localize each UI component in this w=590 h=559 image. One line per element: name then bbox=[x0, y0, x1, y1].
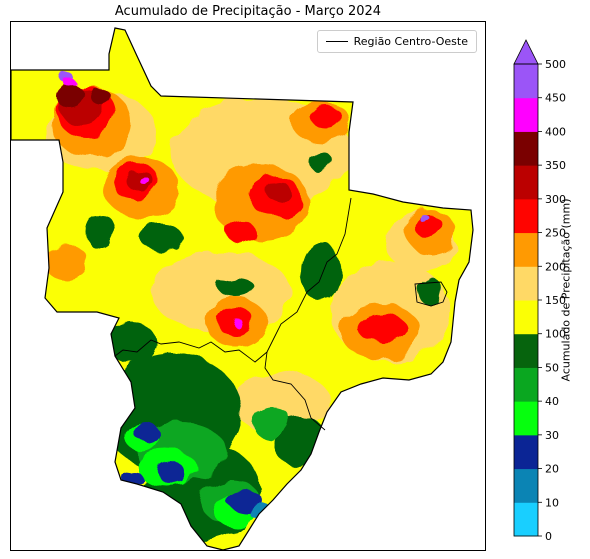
colorbar-tick-label: 400 bbox=[545, 125, 566, 138]
colorbar-segment bbox=[514, 300, 538, 335]
precip-area-dark-green bbox=[86, 214, 116, 250]
colorbar-segment bbox=[514, 232, 538, 267]
ms-go-border bbox=[264, 351, 326, 431]
map-legend: Região Centro-Oeste bbox=[316, 30, 477, 53]
colorbar-tick-label: 40 bbox=[545, 395, 559, 408]
ms-mt-border bbox=[114, 339, 268, 363]
precip-area-dark-green bbox=[106, 322, 156, 362]
colorbar-extend-arrow bbox=[513, 39, 539, 65]
colorbar-segment bbox=[514, 266, 538, 301]
precip-area-dark-green bbox=[419, 278, 443, 306]
colorbar-segment bbox=[514, 165, 538, 200]
state-borders bbox=[114, 197, 448, 431]
precip-area-dark-red bbox=[267, 182, 291, 202]
precip-area-dark-green bbox=[218, 277, 254, 297]
colorbar-tick-label: 50 bbox=[545, 361, 559, 374]
colorbar-segment bbox=[514, 468, 538, 503]
legend-label: Região Centro-Oeste bbox=[353, 35, 468, 48]
chart-title: Acumulado de Precipitação - Março 2024 bbox=[114, 4, 382, 19]
colorbar-tick-label: 20 bbox=[545, 463, 559, 476]
colorbar-segment bbox=[514, 367, 538, 402]
colorbar-tick-label: 300 bbox=[545, 193, 566, 206]
precip-area-dark-green bbox=[301, 242, 341, 302]
precip-area-red bbox=[227, 220, 255, 244]
colorbar-tick-label: 150 bbox=[545, 294, 566, 307]
precip-area-dark-blue bbox=[134, 422, 158, 442]
precip-area-magenta bbox=[234, 320, 244, 328]
precip-area-magenta bbox=[141, 178, 151, 186]
precip-contours bbox=[44, 74, 456, 542]
colorbar-segment bbox=[514, 131, 538, 166]
precip-area-dark-green bbox=[309, 152, 333, 172]
colorbar-tick-label: 500 bbox=[545, 58, 566, 71]
precip-area-red bbox=[356, 313, 406, 341]
region-outline bbox=[11, 27, 474, 550]
colorbar-segment bbox=[514, 401, 538, 436]
colorbar-tick-label: 30 bbox=[545, 429, 559, 442]
colorbar-segment bbox=[514, 64, 538, 99]
colorbar-segment bbox=[514, 97, 538, 132]
colorbar-segment bbox=[514, 502, 538, 537]
mt-go-border bbox=[266, 197, 352, 353]
precip-area-dark-green bbox=[139, 225, 183, 249]
precip-area-purple bbox=[420, 215, 430, 223]
precip-area-green bbox=[251, 406, 291, 438]
df-border bbox=[414, 281, 448, 307]
precip-area-maroon bbox=[57, 85, 85, 109]
colorbar-tick-label: 0 bbox=[545, 530, 552, 543]
colorbar-tick-label: 10 bbox=[545, 496, 559, 509]
colorbar-tick-label: 350 bbox=[545, 159, 566, 172]
precip-area-dark-blue bbox=[157, 462, 185, 482]
colorbar-tick-label: 200 bbox=[545, 260, 566, 273]
colorbar-tick-label: 100 bbox=[545, 328, 566, 341]
precip-area-orange bbox=[44, 244, 88, 280]
precip-area-red bbox=[311, 105, 341, 129]
colorbar-segment bbox=[514, 333, 538, 368]
colorbar-label: Acumulado de Precipitação (mm) bbox=[559, 198, 573, 382]
legend-line-swatch bbox=[325, 41, 348, 42]
colorbar-tick-label: 450 bbox=[545, 92, 566, 105]
colorbar-tick-label: 250 bbox=[545, 227, 566, 240]
map-panel: Região Centro-Oeste bbox=[10, 21, 486, 551]
colorbar-segment bbox=[514, 434, 538, 470]
precip-area-magenta bbox=[65, 80, 77, 88]
precip-area-maroon bbox=[91, 89, 111, 105]
colorbar-segment bbox=[514, 198, 538, 234]
precipitation-map bbox=[11, 27, 474, 550]
